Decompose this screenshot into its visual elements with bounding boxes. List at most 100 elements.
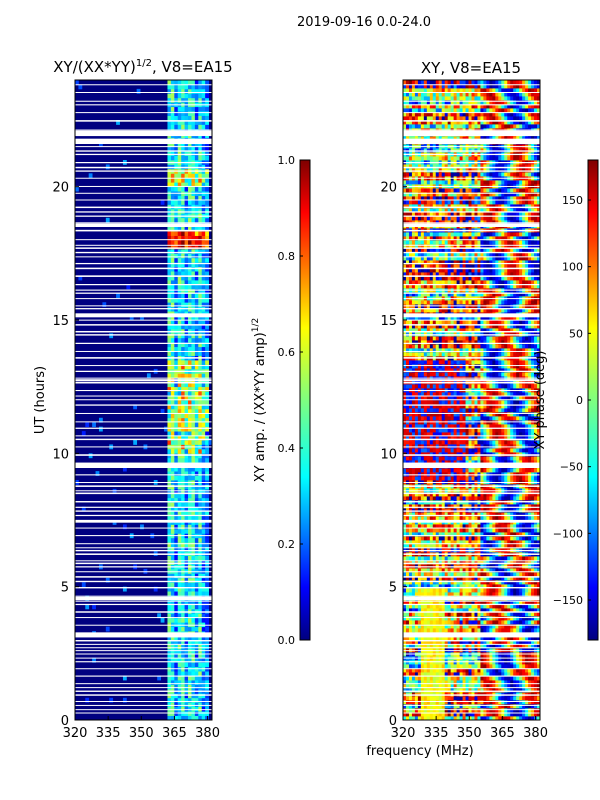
- left-heatmap-cell: [177, 120, 182, 125]
- left-heatmap-cell: [194, 497, 199, 503]
- right-heatmap-cell: [453, 572, 458, 577]
- right-heatmap-cell: [459, 536, 463, 541]
- left-heatmap-cell: [198, 346, 203, 352]
- right-heatmap-cell: [438, 644, 443, 649]
- right-heatmap-cell: [492, 560, 496, 565]
- right-heatmap-cell: [411, 496, 416, 501]
- right-heatmap-cell: [417, 680, 422, 685]
- left-heatmap-cell: [167, 111, 172, 116]
- left-heatmap-cell: [201, 293, 206, 299]
- right-heatmap-cell: [468, 684, 472, 689]
- left-gap-row: [75, 251, 212, 254]
- right-heatmap-cell: [498, 544, 502, 549]
- left-gap-row: [75, 485, 212, 487]
- left-heatmap-cell: [177, 573, 182, 579]
- right-heatmap-cell: [495, 472, 499, 477]
- left-heatmap-cell: [75, 186, 79, 192]
- left-heatmap-cell: [205, 653, 209, 659]
- right-heatmap-cell: [498, 664, 502, 669]
- right-heatmap-cell: [483, 608, 487, 613]
- right-heatmap-cell: [528, 524, 532, 529]
- right-heatmap-cell: [489, 472, 493, 477]
- right-heatmap-cell: [411, 584, 416, 589]
- left-heatmap-cell: [201, 93, 206, 99]
- right-heatmap-cell: [444, 696, 449, 701]
- left-heatmap-cell: [170, 471, 175, 476]
- right-heatmap-cell: [489, 460, 493, 465]
- left-heatmap-cell: [191, 422, 196, 428]
- left-heatmap-cell: [181, 84, 185, 90]
- left-heatmap-cell: [198, 653, 203, 659]
- left-heatmap-cell: [188, 364, 192, 370]
- right-heatmap-cell: [403, 612, 407, 617]
- right-heatmap-cell: [534, 564, 538, 569]
- right-heatmap-cell: [504, 716, 508, 720]
- right-heatmap-cell: [447, 676, 452, 681]
- right-heatmap-cell: [414, 640, 419, 645]
- left-heatmap-cell: [184, 591, 189, 596]
- right-heatmap-cell: [534, 524, 538, 529]
- right-heatmap-cell: [468, 472, 472, 477]
- right-heatmap-cell: [519, 556, 523, 561]
- left-heatmap-cell: [194, 555, 199, 561]
- left-heatmap-cell: [170, 555, 175, 561]
- right-heatmap-cell: [465, 676, 469, 681]
- left-gap-row: [75, 379, 212, 382]
- right-heatmap-cell: [504, 608, 508, 613]
- right-heatmap-cell: [486, 604, 490, 609]
- left-heatmap-cell: [140, 315, 144, 321]
- right-heatmap-cell: [534, 672, 538, 677]
- left-heatmap-cell: [205, 448, 209, 454]
- right-heatmap-cell: [408, 616, 413, 621]
- left-heatmap-cell: [191, 244, 196, 250]
- left-heatmap-cell: [198, 662, 203, 668]
- right-heatmap-cell: [486, 508, 490, 513]
- left-heatmap-cell: [174, 346, 179, 352]
- left-heatmap-cell: [160, 617, 165, 623]
- left-heatmap-cell: [194, 315, 199, 321]
- right-heatmap-cell: [534, 556, 538, 561]
- left-heatmap-cell: [181, 586, 185, 592]
- right-heatmap-cell: [432, 540, 437, 545]
- left-heatmap-cell: [191, 440, 196, 445]
- left-heatmap-cell: [174, 600, 179, 605]
- left-heatmap-cell: [177, 560, 182, 565]
- right-heatmap-cell: [489, 456, 493, 461]
- left-heatmap-cell: [170, 395, 175, 401]
- right-heatmap-cell: [456, 712, 460, 717]
- right-heatmap-cell: [438, 616, 443, 621]
- right-heatmap-cell: [504, 468, 508, 473]
- right-heatmap-cell: [417, 488, 422, 493]
- right-heatmap-cell: [477, 460, 481, 465]
- left-heatmap-cell: [191, 284, 196, 290]
- left-heatmap-cell: [184, 435, 189, 441]
- left-gap-row: [75, 421, 212, 423]
- right-heatmap-cell: [531, 556, 535, 561]
- right-heatmap-cell: [444, 700, 449, 705]
- left-heatmap-cell: [181, 280, 185, 285]
- right-heatmap-cell: [450, 612, 455, 617]
- right-heatmap-cell: [516, 556, 520, 561]
- right-heatmap-cell: [519, 616, 523, 621]
- right-heatmap-cell: [459, 476, 463, 481]
- left-heatmap-cell: [191, 524, 196, 530]
- right-heatmap-cell: [513, 508, 517, 513]
- left-heatmap-cell: [177, 151, 182, 156]
- left-heatmap-cell: [205, 471, 209, 476]
- left-heatmap-cell: [201, 248, 206, 254]
- right-heatmap-cell: [498, 616, 502, 621]
- left-heatmap-cell: [201, 613, 206, 619]
- left-heatmap-cell: [184, 337, 189, 343]
- left-heatmap-cell: [205, 115, 209, 121]
- left-heatmap-cell: [201, 493, 206, 499]
- left-heatmap-cell: [88, 173, 93, 179]
- right-heatmap-cell: [468, 644, 472, 649]
- right-heatmap-cell: [492, 528, 496, 533]
- right-heatmap-cell: [489, 688, 493, 693]
- left-heatmap-cell: [174, 173, 179, 179]
- right-heatmap-cell: [453, 644, 458, 649]
- right-heatmap-cell: [504, 636, 508, 641]
- right-heatmap-cell: [531, 680, 535, 685]
- left-heatmap-cell: [184, 293, 189, 299]
- right-heatmap-cell: [405, 532, 410, 537]
